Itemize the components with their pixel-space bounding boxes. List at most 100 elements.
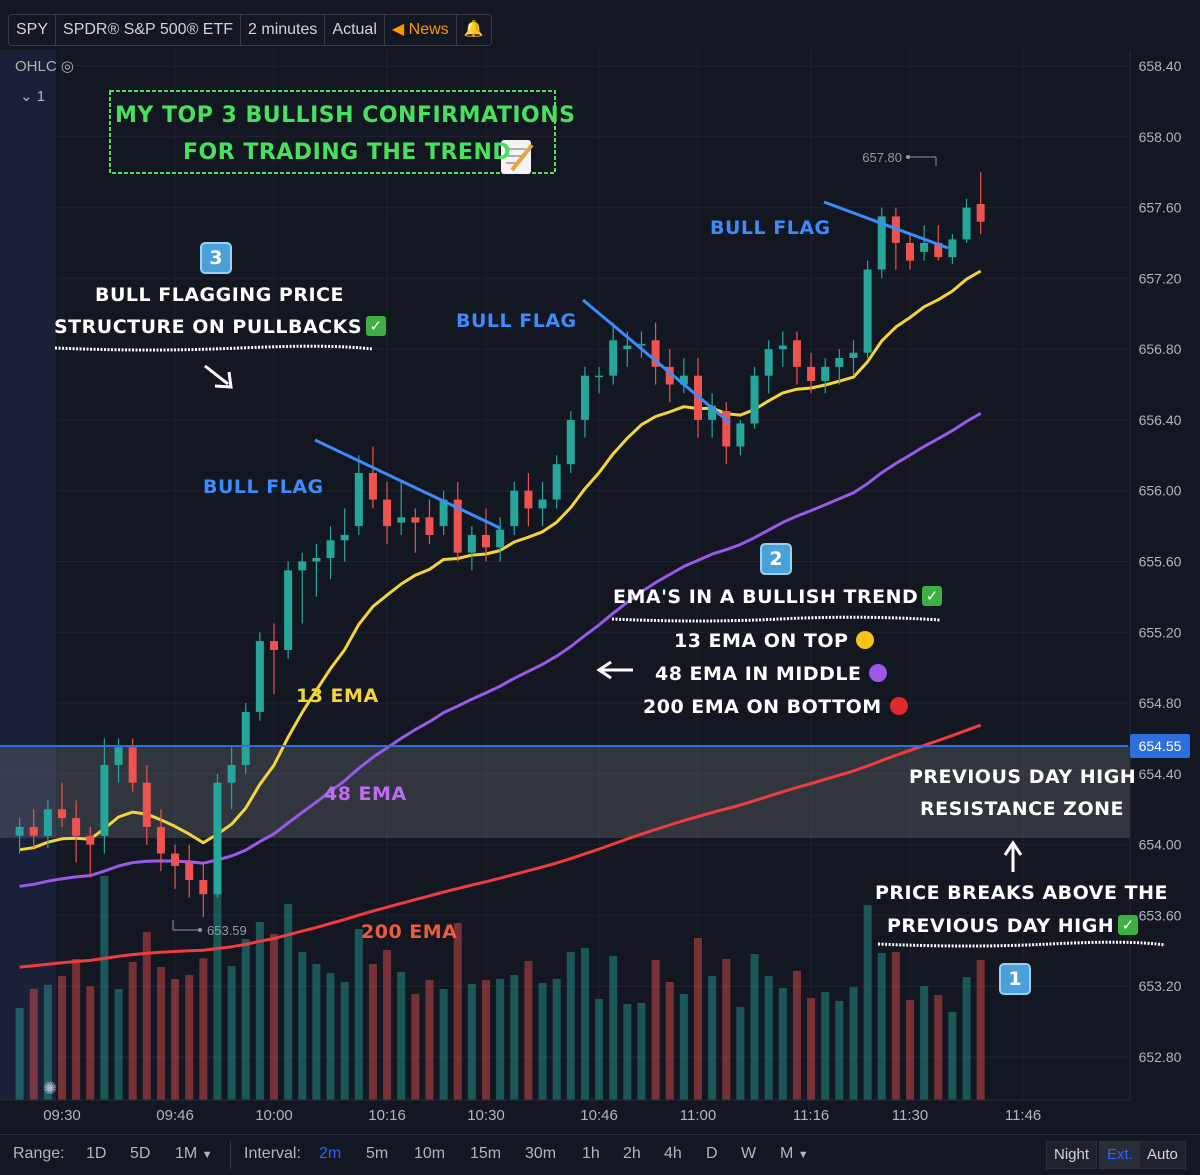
candle[interactable] <box>213 773 222 898</box>
symbol-description[interactable]: SPDR® S&P 500® ETF <box>56 15 242 45</box>
candle[interactable] <box>368 446 377 509</box>
interval-2h[interactable]: 2h <box>623 1145 641 1162</box>
ohlc-legend[interactable]: OHLC ◎ <box>15 57 74 75</box>
candle[interactable] <box>43 800 52 849</box>
candle[interactable] <box>807 352 816 394</box>
candle[interactable] <box>708 393 717 438</box>
candle[interactable] <box>722 402 731 465</box>
candle[interactable] <box>340 508 349 562</box>
candle[interactable] <box>792 331 801 385</box>
volume-bar <box>976 960 985 1100</box>
candle[interactable] <box>863 260 872 358</box>
symbol-toolbar[interactable]: SPY SPDR® S&P 500® ETF 2 minutes Actual … <box>8 14 492 46</box>
candle[interactable] <box>736 419 745 456</box>
candle[interactable] <box>439 490 448 535</box>
interval-5m[interactable]: 5m <box>366 1145 389 1162</box>
candle[interactable] <box>354 455 363 535</box>
candle[interactable] <box>397 481 406 535</box>
symbol-button[interactable]: SPY <box>9 15 57 45</box>
collapse-legend[interactable]: ⌄ 1 <box>20 87 45 105</box>
range-5d[interactable]: 5D <box>130 1145 151 1162</box>
interval-2m[interactable]: 2m <box>319 1145 342 1162</box>
candle[interactable] <box>778 331 787 367</box>
time-axis[interactable]: 09:30 09:46 10:00 10:16 10:30 10:46 11:00 11:16… <box>43 1107 1041 1124</box>
candle[interactable] <box>552 455 561 509</box>
interval-10m[interactable]: 10m <box>414 1145 446 1162</box>
candle[interactable] <box>679 357 688 394</box>
candle[interactable] <box>835 349 844 385</box>
candle[interactable] <box>29 809 38 849</box>
mode-button[interactable]: Actual <box>325 15 385 45</box>
candle[interactable] <box>383 481 392 544</box>
session-night[interactable]: Night <box>1046 1141 1098 1169</box>
candle[interactable] <box>72 800 81 863</box>
interval-4h[interactable]: 4h <box>664 1145 682 1162</box>
candle[interactable] <box>524 473 533 527</box>
volume-bar <box>821 992 830 1100</box>
candle[interactable] <box>86 826 95 877</box>
interval-1h[interactable]: 1h <box>582 1145 600 1162</box>
candle[interactable] <box>156 809 165 872</box>
candle[interactable] <box>142 765 151 845</box>
candle[interactable] <box>496 517 505 562</box>
candle[interactable] <box>227 747 236 810</box>
candle[interactable] <box>609 322 618 385</box>
candle[interactable] <box>15 818 24 854</box>
candle[interactable] <box>595 366 604 394</box>
candle[interactable] <box>651 322 660 385</box>
candle[interactable] <box>199 862 208 918</box>
candle[interactable] <box>948 234 957 265</box>
interval-15m[interactable]: 15m <box>470 1145 502 1162</box>
candle[interactable] <box>100 738 109 854</box>
session-auto[interactable]: Auto <box>1139 1141 1186 1169</box>
price-axis[interactable]: 658.40 658.00 657.60 657.20 656.80 656.40 656.… <box>1139 58 1182 1065</box>
candle[interactable] <box>538 481 547 527</box>
candle[interactable] <box>312 543 321 597</box>
candle[interactable] <box>962 198 971 243</box>
interval-d[interactable]: D <box>706 1145 718 1162</box>
candle[interactable] <box>920 225 929 261</box>
candle[interactable] <box>453 481 462 562</box>
candle[interactable] <box>580 366 589 438</box>
candle[interactable] <box>425 499 434 544</box>
eye-hidden-icon[interactable]: ◎ <box>60 58 74 75</box>
candle[interactable] <box>510 481 519 535</box>
candle[interactable] <box>906 234 914 270</box>
candle[interactable] <box>284 561 293 659</box>
candle[interactable] <box>255 632 264 721</box>
candle[interactable] <box>637 331 646 358</box>
candle[interactable] <box>58 782 66 827</box>
price-tick-label: 655.20 <box>1139 624 1182 640</box>
candle[interactable] <box>241 703 250 774</box>
interval-m[interactable]: M ▼ <box>780 1145 809 1162</box>
candle[interactable] <box>298 552 307 624</box>
candle[interactable] <box>482 508 490 562</box>
candle[interactable] <box>877 207 886 279</box>
arrow-left-icon <box>596 660 633 680</box>
volume-bar <box>411 994 420 1100</box>
interval-button[interactable]: 2 minutes <box>241 15 326 45</box>
price-chart[interactable]: 657.80 653.59 658.40658.00657.60657.2065… <box>0 0 1200 1134</box>
alert-bell-icon[interactable]: 🔔 <box>463 21 484 38</box>
news-button[interactable]: ◀ News <box>385 15 457 45</box>
range-1d[interactable]: 1D <box>86 1145 107 1162</box>
candle[interactable] <box>566 411 575 474</box>
range-1m[interactable]: 1M ▼ <box>175 1145 213 1162</box>
candle[interactable] <box>764 340 773 394</box>
interval-w[interactable]: W <box>741 1145 757 1162</box>
candle[interactable] <box>128 738 137 792</box>
candle[interactable] <box>411 508 420 553</box>
session-ext[interactable]: Ext. <box>1099 1141 1141 1169</box>
candle[interactable] <box>326 526 335 580</box>
interval-30m[interactable]: 30m <box>525 1145 557 1162</box>
candle[interactable] <box>821 357 830 394</box>
candle[interactable] <box>665 349 674 403</box>
candle[interactable] <box>171 844 180 889</box>
candle[interactable] <box>270 623 278 695</box>
candle[interactable] <box>185 844 194 898</box>
candle[interactable] <box>750 366 759 429</box>
candle[interactable] <box>467 526 476 571</box>
candle[interactable] <box>976 172 985 235</box>
settings-gear-icon[interactable]: ✺ <box>43 1079 57 1098</box>
candle[interactable] <box>849 340 858 376</box>
